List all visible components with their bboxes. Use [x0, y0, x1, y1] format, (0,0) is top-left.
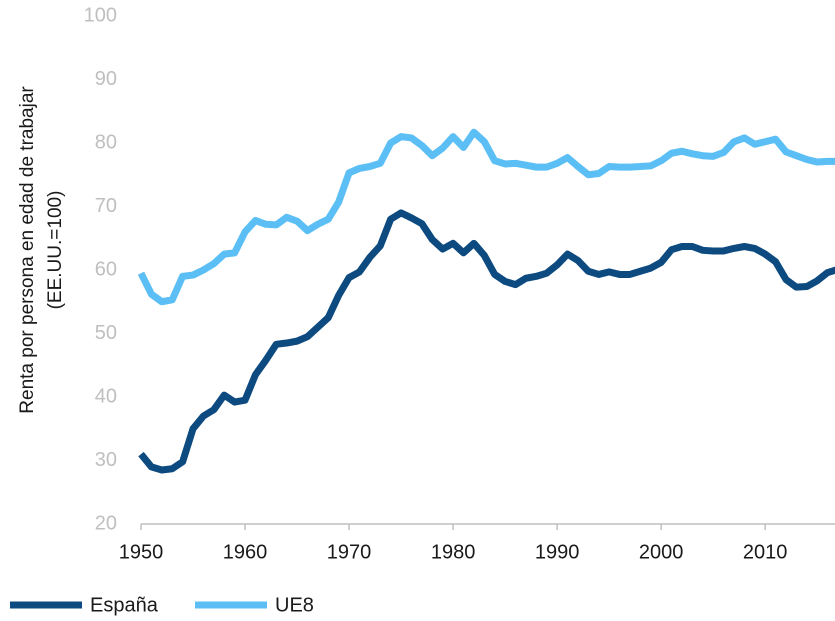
x-tick-label: 2000 — [639, 541, 684, 563]
y-tick-label: 20 — [95, 512, 117, 534]
y-axis-label: (EE.UU.=100) — [45, 191, 66, 310]
y-tick-label: 60 — [95, 258, 117, 280]
x-tick-label: 1970 — [327, 541, 372, 563]
y-axis-label: Renta por persona en edad de trabajar — [17, 86, 38, 414]
plot-area — [137, 128, 835, 474]
legend-label: España — [90, 594, 159, 616]
y-tick-label: 90 — [95, 68, 117, 90]
x-tick-label: 1960 — [223, 541, 268, 563]
y-tick-label: 50 — [95, 322, 117, 344]
x-tick-label: 1980 — [431, 541, 476, 563]
legend-label: UE8 — [275, 594, 314, 616]
y-tick-label: 80 — [95, 131, 117, 153]
y-tick-label: 100 — [84, 4, 117, 26]
x-tick-label: 1950 — [119, 541, 164, 563]
y-tick-label: 70 — [95, 195, 117, 217]
series-line — [138, 209, 835, 474]
x-tick-label: 2010 — [743, 541, 788, 563]
y-tick-label: 30 — [95, 449, 117, 471]
series-line — [137, 128, 835, 306]
x-tick-label: 1990 — [535, 541, 580, 563]
y-tick-label: 40 — [95, 385, 117, 407]
